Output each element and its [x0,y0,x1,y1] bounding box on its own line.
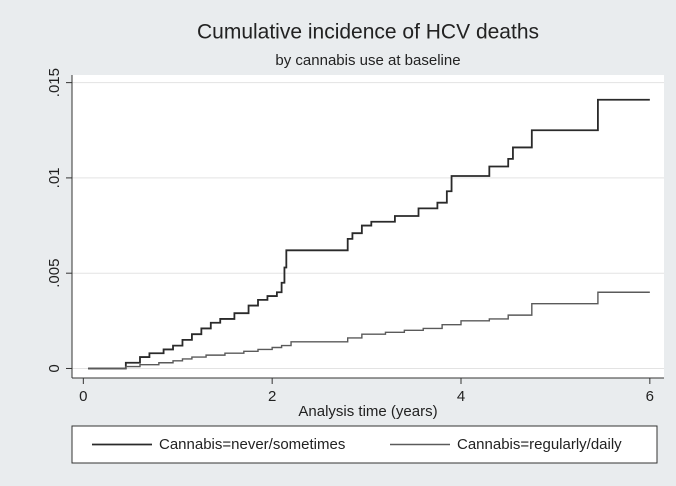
x-tick-label: 0 [79,388,87,405]
chart-title: Cumulative incidence of HCV deaths [197,21,539,44]
chart-subtitle: by cannabis use at baseline [275,52,460,69]
legend-label: Cannabis=never/sometimes [159,436,345,453]
step-line [88,291,650,370]
x-tick-label: 4 [457,388,465,405]
y-tick-label: .01 [46,167,63,188]
x-axis-label: Analysis time (years) [298,403,437,420]
x-tick-label: 6 [646,388,654,405]
x-tick-label: 2 [268,388,276,405]
step-line [88,98,650,370]
y-tick-label: .015 [46,68,63,97]
legend-label: Cannabis=regularly/daily [457,436,622,453]
y-tick-label: .005 [46,259,63,288]
y-tick-label: 0 [46,364,63,372]
plot-area [72,75,664,378]
legend [71,425,658,464]
